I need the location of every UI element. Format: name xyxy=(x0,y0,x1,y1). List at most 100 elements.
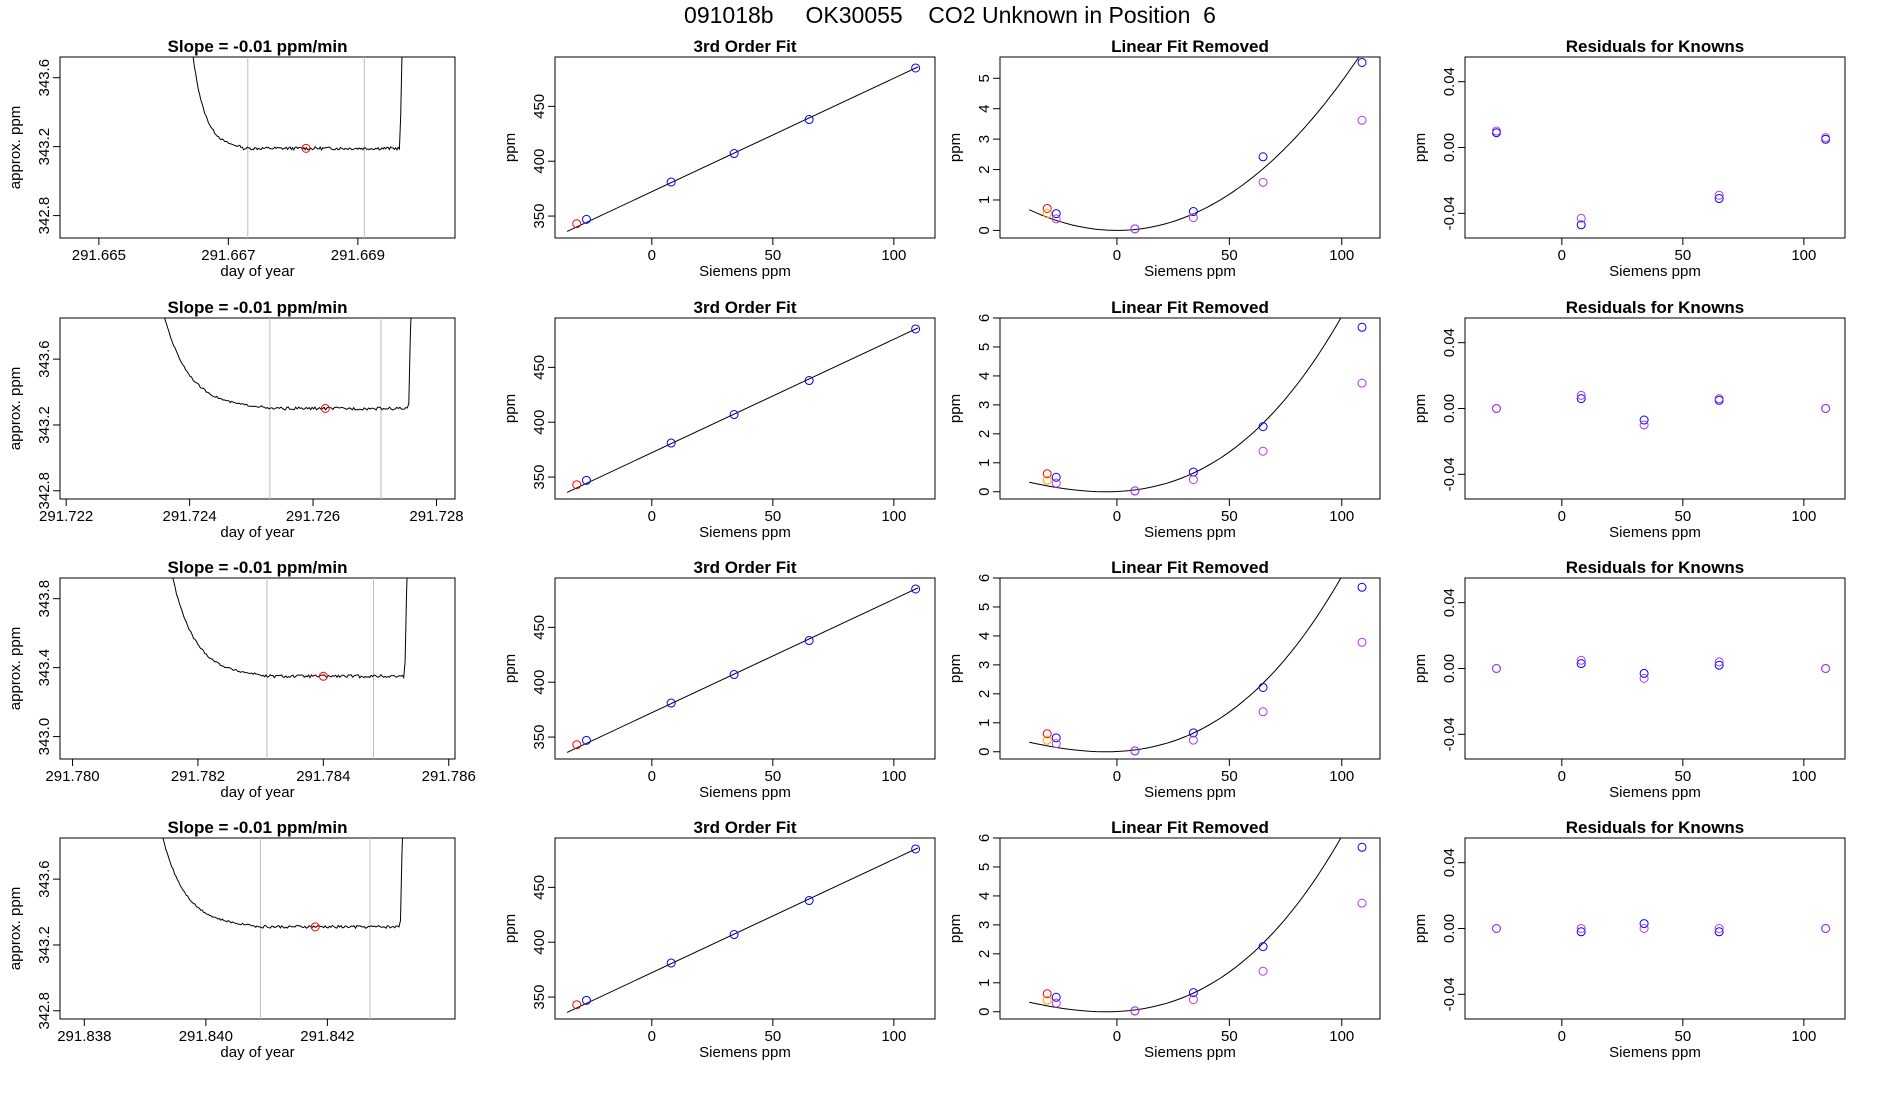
data-point xyxy=(572,740,582,750)
data-point xyxy=(1576,220,1586,230)
x-tick-label: 100 xyxy=(1791,1028,1816,1045)
x-axis-label: day of year xyxy=(220,784,294,801)
plot-frame xyxy=(1464,577,1846,760)
figure-title: 091018b OK30055 CO2 Unknown in Position … xyxy=(684,2,1216,28)
data-point xyxy=(666,177,676,187)
plot-frame xyxy=(554,837,936,1020)
panel-r1-c2: 3rd Order Fit 0 50 100 350 400 450 Siemens ppm p… xyxy=(502,37,936,280)
data-point xyxy=(1042,209,1052,219)
y-axis-label: ppm xyxy=(502,133,519,162)
y-axis-label: ppm xyxy=(502,914,519,943)
data-point xyxy=(1051,992,1061,1002)
panel-r3-c3: Linear Fit Removed 0 50 100 0 1 2 3 4 5 6 Siemens p… xyxy=(947,558,1381,801)
panel-r4-c2: 3rd Order Fit 0 50 100 350 400 450 Siemens ppm p… xyxy=(502,818,936,1061)
data-point xyxy=(1821,404,1831,413)
x-tick-label: 50 xyxy=(1674,1028,1691,1045)
x-tick-label: 0 xyxy=(1113,768,1121,785)
y-tick-label: 4 xyxy=(976,632,993,640)
data-point xyxy=(1576,659,1586,669)
data-point xyxy=(1130,1006,1140,1016)
x-tick-label: 291.726 xyxy=(286,508,340,525)
x-tick-label: 291.786 xyxy=(422,768,476,785)
y-tick-label: 4 xyxy=(976,892,993,900)
data-point xyxy=(1576,655,1586,665)
y-tick-label: 0 xyxy=(976,226,993,234)
y-tick-label: 400 xyxy=(531,410,548,435)
fit-curve xyxy=(1029,838,1342,1013)
data-point xyxy=(1051,209,1061,219)
y-tick-label: 0 xyxy=(976,1008,993,1016)
x-tick-label: 100 xyxy=(1329,1028,1354,1045)
x-tick-label: 100 xyxy=(881,768,906,785)
y-tick-label: 3 xyxy=(976,135,993,143)
data-point xyxy=(1357,322,1367,332)
y-tick-label: 400 xyxy=(531,670,548,695)
x-axis-label: day of year xyxy=(220,524,294,541)
panel-title: Linear Fit Removed xyxy=(1111,818,1269,837)
y-axis-label: ppm xyxy=(947,914,964,943)
y-axis-label: ppm xyxy=(947,394,964,423)
time-series-trace xyxy=(172,578,408,680)
data-point xyxy=(1188,475,1198,485)
y-tick-label: 350 xyxy=(531,204,548,229)
data-point xyxy=(1258,966,1268,976)
data-point xyxy=(1639,924,1649,933)
x-tick-label: 0 xyxy=(648,1028,656,1045)
plot-frame xyxy=(554,56,936,239)
x-tick-label: 0 xyxy=(648,768,656,785)
data-point xyxy=(1042,735,1052,745)
x-axis-label: Siemens ppm xyxy=(699,784,791,801)
data-point xyxy=(911,63,921,73)
panel-title: Residuals for Knowns xyxy=(1566,298,1745,317)
panel-r4-c4: Residuals for Knowns 0 50 100 -0.04 0.00 0.04 S… xyxy=(1412,818,1846,1061)
plot-frame xyxy=(999,577,1381,760)
panel-r3-c1: Slope = -0.01 ppm/min 291.780 291.782 291.7… xyxy=(7,558,476,801)
y-tick-label: 343.2 xyxy=(36,926,53,964)
y-tick-label: 3 xyxy=(976,401,993,409)
data-point xyxy=(1042,995,1052,1005)
y-axis-label: ppm xyxy=(1412,394,1429,423)
data-point xyxy=(1714,924,1724,933)
panel-title: Linear Fit Removed xyxy=(1111,558,1269,577)
y-axis-label: ppm xyxy=(1412,133,1429,162)
data-point xyxy=(1042,989,1052,999)
fit-line xyxy=(566,327,919,493)
data-point xyxy=(1188,995,1198,1005)
x-tick-label: 50 xyxy=(764,768,781,785)
data-point xyxy=(1130,486,1140,496)
data-point xyxy=(1042,475,1052,485)
y-axis-label: ppm xyxy=(947,654,964,683)
x-axis-label: Siemens ppm xyxy=(1144,524,1236,541)
y-tick-label: -0.04 xyxy=(1441,457,1458,491)
panel-r1-c4: Residuals for Knowns 0 50 100 -0.04 0.00 0.04 S… xyxy=(1412,37,1846,280)
y-tick-label: 5 xyxy=(976,863,993,871)
y-tick-label: 343.2 xyxy=(36,406,53,444)
data-point xyxy=(1051,478,1061,488)
x-axis-label: Siemens ppm xyxy=(699,1044,791,1061)
y-axis-label: ppm xyxy=(947,133,964,162)
data-point xyxy=(1042,469,1052,479)
y-tick-label: 0.04 xyxy=(1441,328,1458,357)
y-tick-label: 1 xyxy=(976,459,993,467)
data-point xyxy=(1258,177,1268,187)
plot-frame xyxy=(554,577,936,760)
y-tick-label: 343.8 xyxy=(36,580,53,618)
data-point xyxy=(666,958,676,968)
y-axis-label: ppm xyxy=(502,654,519,683)
y-tick-label: 0.04 xyxy=(1441,588,1458,617)
data-point xyxy=(1258,942,1268,952)
plot-frame xyxy=(999,317,1381,500)
y-tick-label: 6 xyxy=(976,574,993,582)
panel-r3-c4: Residuals for Knowns 0 50 100 -0.04 0.00 0.04 S… xyxy=(1412,558,1846,801)
panel-title: Slope = -0.01 ppm/min xyxy=(168,37,348,56)
data-point xyxy=(1576,213,1586,223)
y-tick-label: 342.8 xyxy=(36,992,53,1030)
y-tick-label: 400 xyxy=(531,149,548,174)
time-series-trace xyxy=(164,318,412,411)
x-tick-label: 0 xyxy=(1558,1028,1566,1045)
y-tick-label: 350 xyxy=(531,465,548,490)
y-axis-label: approx. ppm xyxy=(7,367,24,450)
panel-title: Linear Fit Removed xyxy=(1111,37,1269,56)
plot-frame xyxy=(59,317,456,500)
x-tick-label: 0 xyxy=(648,247,656,264)
